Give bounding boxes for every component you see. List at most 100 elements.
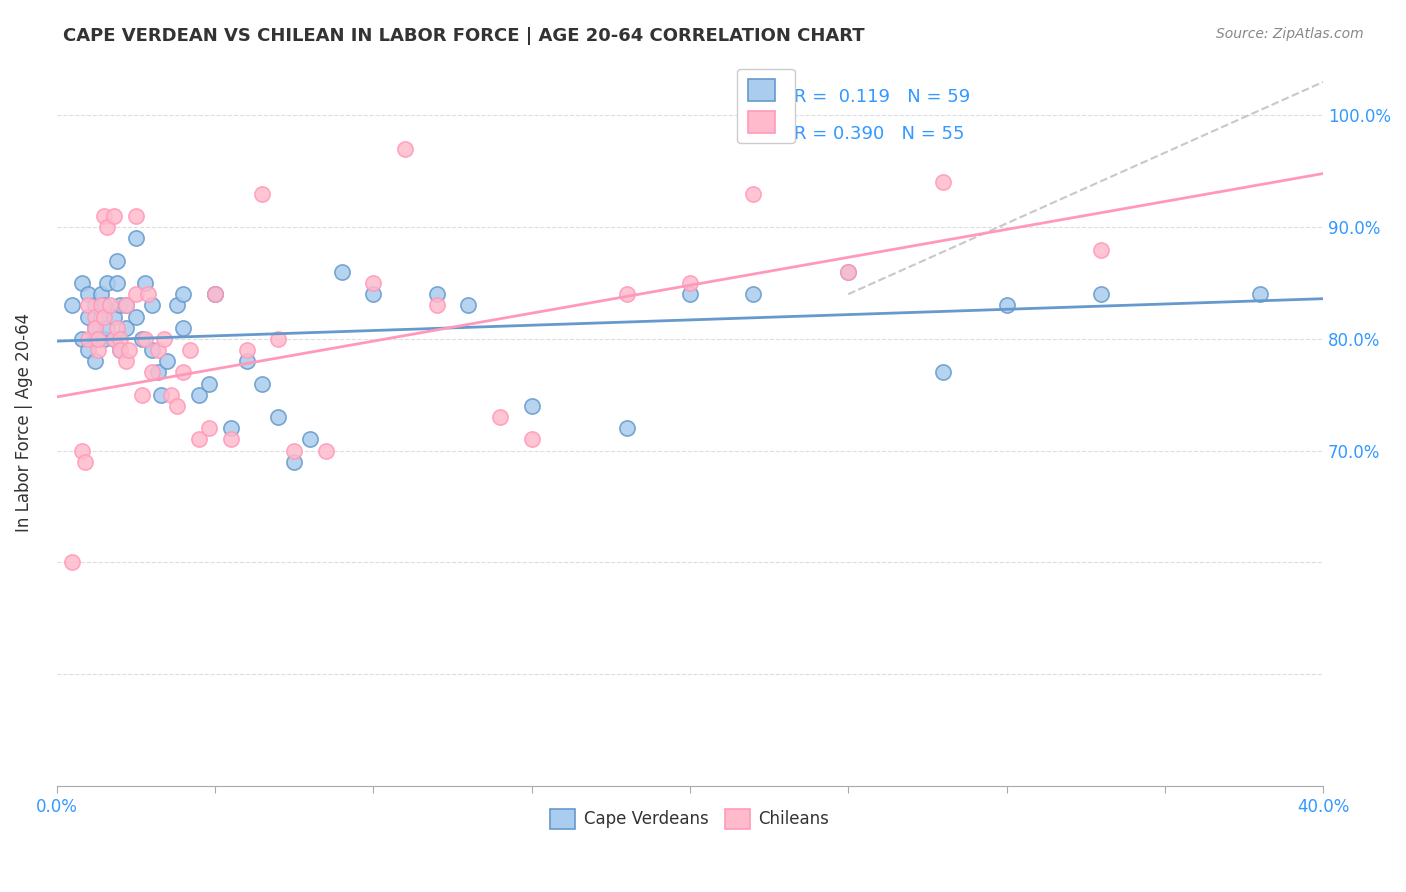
Point: [75, 455, 97, 469]
Point: [616, 287, 638, 301]
Point: [426, 298, 449, 312]
Point: [77, 332, 100, 346]
Point: [679, 276, 702, 290]
Point: [134, 332, 156, 346]
Point: [197, 376, 219, 391]
Point: [742, 287, 765, 301]
Point: [70, 443, 93, 458]
Point: [131, 388, 153, 402]
Point: [93, 310, 115, 324]
Point: [83, 354, 105, 368]
Point: [837, 265, 859, 279]
Point: [179, 343, 201, 357]
Point: [252, 376, 274, 391]
Point: [131, 332, 153, 346]
Point: [315, 443, 337, 458]
Point: [115, 354, 138, 368]
Point: [83, 310, 105, 324]
Point: [77, 298, 100, 312]
Point: [188, 388, 211, 402]
Point: [204, 287, 226, 301]
Point: [77, 343, 100, 357]
Y-axis label: In Labor Force | Age 20-64: In Labor Force | Age 20-64: [15, 313, 32, 533]
Point: [93, 332, 115, 346]
Point: [172, 320, 194, 334]
Point: [70, 276, 93, 290]
Text: R = 0.390   N = 55: R = 0.390 N = 55: [794, 125, 965, 143]
Point: [172, 366, 194, 380]
Point: [995, 298, 1018, 312]
Point: [219, 421, 242, 435]
Point: [103, 209, 125, 223]
Point: [146, 366, 169, 380]
Point: [267, 332, 290, 346]
Point: [235, 354, 257, 368]
Point: [125, 287, 148, 301]
Point: [105, 320, 128, 334]
Point: [1249, 287, 1271, 301]
Point: [457, 298, 479, 312]
Point: [93, 209, 115, 223]
Point: [837, 265, 859, 279]
Point: [156, 354, 179, 368]
Point: [103, 332, 125, 346]
Point: [616, 421, 638, 435]
Point: [96, 220, 118, 235]
Point: [105, 253, 128, 268]
Point: [283, 443, 305, 458]
Point: [83, 332, 105, 346]
Point: [138, 287, 160, 301]
Point: [96, 320, 118, 334]
Point: [77, 310, 100, 324]
Point: [204, 287, 226, 301]
Point: [87, 332, 110, 346]
Point: [108, 343, 131, 357]
Point: [115, 298, 138, 312]
Point: [115, 320, 138, 334]
Point: [118, 343, 141, 357]
Point: [70, 332, 93, 346]
Point: [108, 298, 131, 312]
Point: [77, 287, 100, 301]
Point: [361, 276, 384, 290]
Point: [125, 209, 148, 223]
Point: [100, 298, 122, 312]
Point: [141, 366, 163, 380]
Point: [141, 343, 163, 357]
Point: [283, 455, 305, 469]
Point: [90, 287, 112, 301]
Point: [150, 388, 173, 402]
Point: [235, 343, 257, 357]
Point: [125, 310, 148, 324]
Point: [62, 555, 84, 569]
Point: [267, 410, 290, 425]
Point: [87, 343, 110, 357]
Point: [1090, 243, 1112, 257]
Point: [159, 388, 181, 402]
Point: [298, 433, 321, 447]
Point: [1090, 287, 1112, 301]
Point: [115, 298, 138, 312]
Point: [520, 433, 543, 447]
Point: [103, 310, 125, 324]
Point: [426, 287, 449, 301]
Point: [134, 276, 156, 290]
Point: [166, 399, 188, 413]
Point: [62, 298, 84, 312]
Legend: Cape Verdeans, Chileans: Cape Verdeans, Chileans: [544, 802, 837, 836]
Point: [105, 276, 128, 290]
Point: [252, 186, 274, 201]
Point: [83, 320, 105, 334]
Point: [204, 287, 226, 301]
Point: [146, 343, 169, 357]
Point: [83, 320, 105, 334]
Point: [394, 142, 416, 156]
Point: [489, 410, 512, 425]
Point: [188, 433, 211, 447]
Point: [330, 265, 353, 279]
Text: CAPE VERDEAN VS CHILEAN IN LABOR FORCE | AGE 20-64 CORRELATION CHART: CAPE VERDEAN VS CHILEAN IN LABOR FORCE |…: [63, 27, 865, 45]
Point: [932, 366, 955, 380]
Text: R =  0.119   N = 59: R = 0.119 N = 59: [794, 88, 970, 106]
Point: [141, 298, 163, 312]
Point: [219, 433, 242, 447]
